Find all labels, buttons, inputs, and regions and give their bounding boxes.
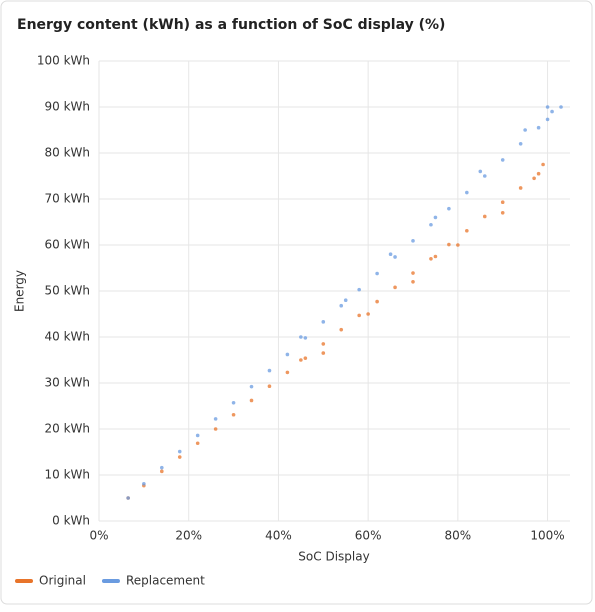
y-tick-label: 90 kWh [44, 100, 90, 114]
point [478, 169, 483, 174]
point [429, 222, 433, 227]
y-tick-label: 70 kWh [44, 192, 90, 206]
point [126, 496, 130, 500]
y-tick-label: 20 kWh [44, 422, 90, 436]
point [388, 252, 393, 256]
point [465, 190, 469, 195]
legend-label: Original [39, 574, 86, 588]
point [500, 200, 505, 205]
y-tick-label: 10 kWh [44, 468, 90, 482]
point [433, 215, 438, 220]
x-tick-label: 20% [175, 529, 202, 543]
x-axis-label: SoC Display [298, 550, 369, 564]
y-tick-label: 80 kWh [44, 146, 90, 160]
point [536, 125, 541, 130]
point [500, 158, 505, 162]
point [541, 162, 545, 167]
point [285, 370, 290, 375]
point [447, 206, 451, 211]
point [545, 117, 550, 122]
point [213, 417, 218, 421]
point [375, 299, 379, 304]
point [447, 242, 451, 247]
point [357, 313, 361, 318]
y-tick-label: 30 kWh [44, 376, 90, 390]
point [518, 142, 523, 146]
point [536, 171, 541, 176]
x-tick-label: 40% [265, 529, 292, 543]
point [299, 358, 303, 362]
point [411, 271, 415, 275]
point [545, 105, 550, 109]
point [321, 320, 326, 324]
point [375, 271, 379, 276]
point [299, 335, 303, 339]
point [267, 368, 272, 373]
point [518, 186, 523, 190]
point [195, 433, 200, 438]
chart-title: Energy content (kWh) as a function of So… [17, 17, 445, 33]
y-tick-label: 50 kWh [44, 284, 90, 298]
point [285, 352, 290, 357]
point [321, 351, 326, 355]
x-tick-label: 0% [89, 529, 108, 543]
point [142, 481, 146, 486]
point [482, 214, 487, 219]
point [339, 303, 344, 308]
point [321, 342, 326, 346]
y-tick-label: 0 kWh [52, 514, 90, 528]
point [249, 384, 254, 389]
point [249, 398, 254, 403]
point [267, 384, 272, 389]
point [160, 469, 164, 474]
point [559, 105, 563, 109]
point [177, 449, 182, 454]
point [177, 455, 182, 459]
point [411, 280, 415, 284]
x-tick-label: 60% [355, 529, 382, 543]
point [339, 327, 344, 332]
point [393, 255, 397, 259]
point [195, 441, 200, 446]
point [523, 128, 527, 132]
y-tick-label: 40 kWh [44, 330, 90, 344]
x-tick-label: 100% [530, 529, 564, 543]
point [160, 465, 164, 470]
point [231, 412, 236, 417]
x-tick-label: 80% [445, 529, 472, 543]
legend-label: Replacement [126, 574, 205, 588]
point [393, 285, 397, 290]
point [213, 427, 218, 431]
point [429, 257, 433, 261]
point [550, 109, 554, 114]
point [433, 254, 438, 259]
point [411, 239, 415, 243]
point [303, 356, 308, 360]
y-tick-label: 60 kWh [44, 238, 90, 252]
point [500, 211, 505, 215]
point [231, 400, 236, 405]
point [303, 336, 308, 340]
y-tick-label: 100 kWh [37, 54, 90, 68]
point [482, 174, 487, 178]
point [465, 228, 469, 233]
point [366, 312, 370, 316]
y-axis-label: Energy [13, 270, 27, 312]
point [357, 287, 361, 292]
point [532, 176, 536, 181]
point [343, 298, 348, 303]
point [456, 243, 460, 247]
